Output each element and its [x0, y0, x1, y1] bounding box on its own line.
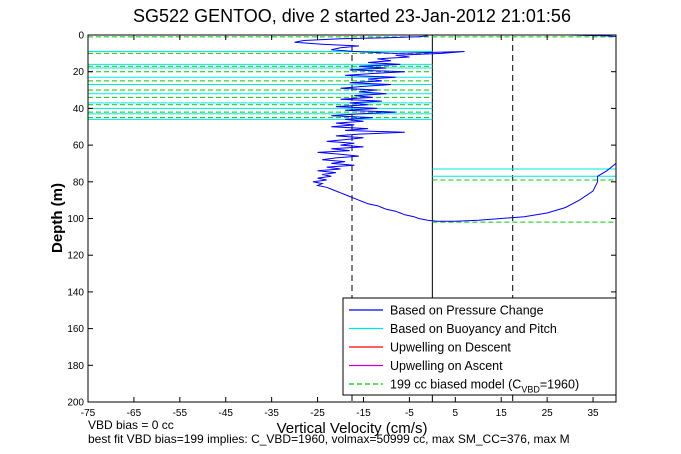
- x-tick-label: -35: [264, 408, 279, 419]
- x-tick-label: -65: [127, 408, 142, 419]
- legend-label: Based on Pressure Change: [390, 304, 544, 318]
- y-tick-label: 100: [67, 214, 84, 225]
- y-tick-label: 120: [67, 251, 84, 262]
- x-tick-label: 25: [542, 408, 554, 419]
- y-tick-label: 80: [73, 177, 85, 188]
- y-tick-label: 160: [67, 324, 84, 335]
- best-fit-note: best fit VBD bias=199 implies: C_VBD=196…: [88, 432, 570, 446]
- y-tick-label: 20: [73, 67, 85, 78]
- x-tick-label: -75: [81, 408, 96, 419]
- x-axis-label: Vertical Velocity (cm/s): [277, 420, 428, 437]
- vbd-bias-note: VBD bias = 0 cc: [88, 418, 174, 432]
- x-tick-label: 5: [453, 408, 459, 419]
- y-tick-label: 40: [73, 104, 85, 115]
- y-tick-label: 180: [67, 361, 84, 372]
- x-tick-label: -5: [405, 408, 414, 419]
- x-tick-label: 15: [496, 408, 508, 419]
- plot-data-layer: [88, 35, 616, 402]
- y-tick-label: 60: [73, 141, 85, 152]
- series-pressure-change: [294, 35, 616, 222]
- legend: Based on Pressure Change Based on Buoyanc…: [342, 297, 617, 396]
- axes-layer: -75 -65 -55 -45 -35 -25 -15 -5 5 15 25 350204060801…: [67, 31, 617, 419]
- y-tick-label: 140: [67, 287, 84, 298]
- chart-title: SG522 GENTOO, dive 2 started 23-Jan-2012…: [133, 6, 571, 26]
- legend-label: Based on Buoyancy and Pitch: [390, 322, 557, 336]
- x-tick-label: 35: [587, 408, 599, 419]
- y-tick-label: 200: [67, 398, 84, 409]
- legend-label: Upwelling on Ascent: [390, 359, 503, 373]
- y-axis-label: Depth (m): [49, 183, 66, 253]
- x-tick-label: -45: [219, 408, 234, 419]
- x-tick-label: -25: [310, 408, 325, 419]
- y-tick-label: 0: [78, 31, 84, 42]
- x-tick-label: -55: [173, 408, 188, 419]
- legend-label: Upwelling on Descent: [390, 341, 511, 355]
- legend-box: [342, 297, 617, 396]
- legend-label: 199 cc biased model (CVBD=1960): [390, 378, 579, 395]
- x-tick-label: -15: [356, 408, 371, 419]
